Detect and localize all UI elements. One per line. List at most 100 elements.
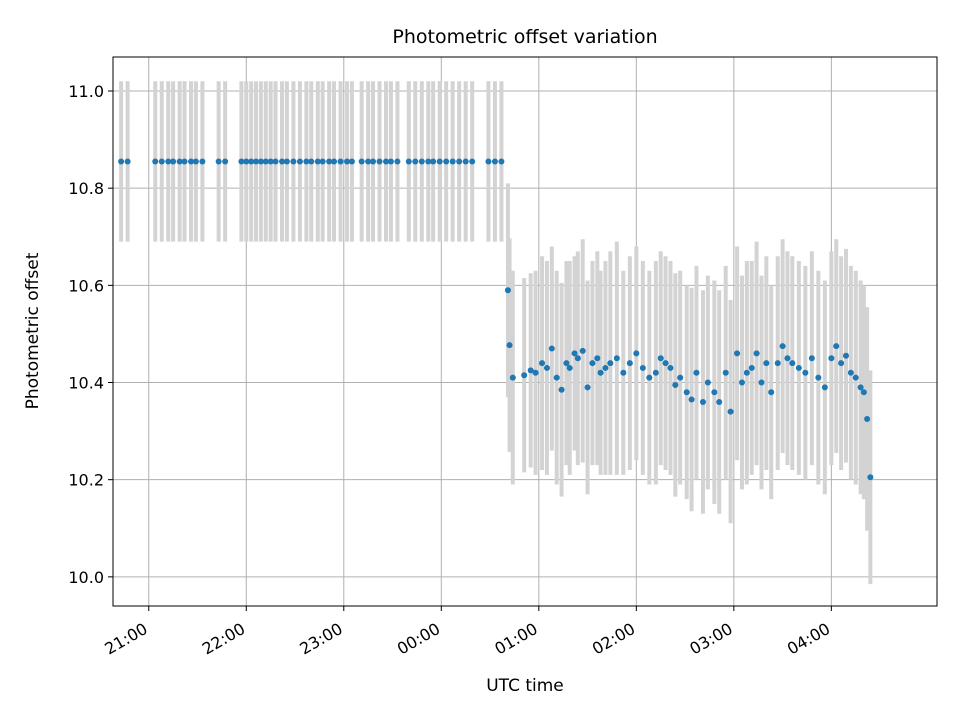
data-point [738,379,745,386]
data-point [248,158,255,165]
data-point [667,364,674,371]
chart-title: Photometric offset variation [392,26,657,48]
data-point [748,364,755,371]
data-point [699,398,706,405]
y-tick-label: 10.6 [68,276,104,295]
data-point [527,367,534,374]
data-point [337,158,344,165]
y-axis-ticks: 10.0 10.2 10.4 10.6 10.8 11.0 [68,82,113,587]
data-point [553,374,560,381]
data-point [857,384,864,391]
data-point [443,158,450,165]
data-point [683,389,690,396]
data-point [539,360,546,367]
data-point [152,158,159,165]
data-point [633,350,640,357]
data-point [860,389,867,396]
data-point [532,369,539,376]
data-point [574,355,581,362]
data-point [543,364,550,371]
data-point [753,350,760,357]
data-point [279,158,286,165]
data-point [763,360,770,367]
data-point [296,158,303,165]
data-point [365,158,372,165]
data-point [589,360,596,367]
data-point [314,158,321,165]
data-point [646,374,653,381]
plot-frame [112,56,938,607]
data-point [418,158,425,165]
data-point [405,158,412,165]
data-point [181,158,188,165]
data-point [688,396,695,403]
data-point [509,374,516,381]
data-point [267,158,274,165]
data-point [672,381,679,388]
data-point [693,369,700,376]
data-point [774,360,781,367]
data-point [597,369,604,376]
data-point [462,158,469,165]
data-point [852,374,859,381]
y-tick-label: 10.8 [68,179,104,198]
data-point [652,369,659,376]
data-point [521,372,528,379]
data-point [456,158,463,165]
data-point [283,158,290,165]
data-point [449,158,456,165]
data-point [768,389,775,396]
data-point [436,158,443,165]
data-point [563,360,570,367]
data-point [584,384,591,391]
data-point [833,343,840,350]
data-point [348,158,355,165]
data-point [613,355,620,362]
y-tick-label: 10.0 [68,568,104,587]
data-point [124,158,131,165]
data-point [704,379,711,386]
data-points [118,158,874,481]
y-axis-label: Photometric offset [23,252,43,409]
data-point [485,158,492,165]
data-point [331,158,338,165]
data-point [808,355,815,362]
data-point [548,345,555,352]
data-point [308,158,315,165]
data-point [165,158,172,165]
data-point [469,158,476,165]
data-point [290,158,297,165]
data-point [118,158,125,165]
data-point [326,158,333,165]
data-point [626,360,633,367]
data-point [358,158,365,165]
data-point [215,158,222,165]
data-point [867,474,874,481]
data-point [425,158,432,165]
data-point [170,158,177,165]
data-point [657,355,664,362]
data-point [722,369,729,376]
y-tick-label: 10.2 [68,471,104,490]
data-point [370,158,377,165]
data-point [344,158,351,165]
data-point [662,360,669,367]
data-point [864,415,871,422]
data-point [383,158,390,165]
data-point [784,355,791,362]
data-point [506,342,513,349]
data-point [620,369,627,376]
data-point [821,384,828,391]
data-point [758,379,765,386]
x-axis-label: UTC time [486,676,564,696]
data-point [558,386,565,393]
data-point [579,347,586,354]
data-point [222,158,229,165]
data-point [639,364,646,371]
data-point [566,364,573,371]
data-point [498,158,505,165]
data-point [491,158,498,165]
data-point [607,360,614,367]
data-point [176,158,183,165]
data-point [828,355,835,362]
